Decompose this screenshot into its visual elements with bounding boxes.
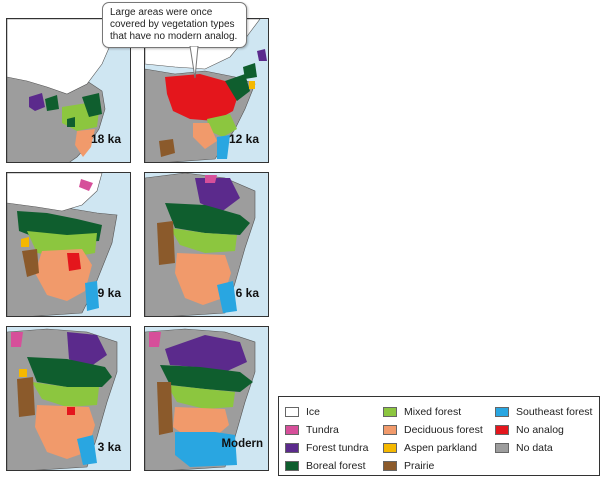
no-analog-callout: Large areas were once covered by vegetat… [102, 2, 247, 48]
legend-swatch-tundra [285, 425, 299, 435]
legend-item-ice: Ice [285, 405, 320, 419]
legend-label-ice: Ice [306, 406, 321, 418]
legend-item-prairie: Prairie [383, 459, 434, 473]
map-panel-3ka: 3 ka [6, 326, 131, 471]
callout-pointer [189, 46, 199, 79]
legend-item-deciduous-forest: Deciduous forest [383, 423, 483, 437]
map-18ka-graphic [7, 19, 130, 162]
panel-label-9ka: 9 ka [97, 286, 121, 300]
legend-item-aspen-parkland: Aspen parkland [383, 441, 477, 455]
map-panel-6ka: 6 ka [144, 172, 269, 317]
legend-label-aspen-parkland: Aspen parkland [404, 442, 477, 454]
panel-label-modern: Modern [221, 438, 263, 450]
legend-item-no-analog: No analog [495, 423, 564, 437]
legend-swatch-ice [285, 407, 299, 417]
legend: Ice Tundra Forest tundra Boreal forest M… [278, 396, 600, 476]
legend-item-mixed-forest: Mixed forest [383, 405, 461, 419]
legend-label-no-data: No data [516, 442, 553, 454]
panel-label-12ka: 12 ka [228, 132, 259, 146]
legend-label-boreal-forest: Boreal forest [306, 460, 366, 472]
legend-label-mixed-forest: Mixed forest [404, 406, 462, 418]
legend-swatch-mixed-forest [383, 407, 397, 417]
legend-item-forest-tundra: Forest tundra [285, 441, 368, 455]
panel-label-3ka: 3 ka [97, 440, 121, 454]
legend-item-boreal-forest: Boreal forest [285, 459, 366, 473]
legend-swatch-boreal-forest [285, 461, 299, 471]
legend-item-tundra: Tundra [285, 423, 339, 437]
panel-label-18ka: 18 ka [90, 132, 121, 146]
map-9ka-graphic [7, 173, 130, 316]
map-3ka-graphic [7, 327, 130, 470]
map-6ka-graphic [145, 173, 268, 316]
map-panel-12ka: 12 ka [144, 18, 269, 163]
map-12ka-graphic [145, 19, 268, 162]
map-panel-modern: Modern [144, 326, 269, 471]
legend-swatch-no-analog [495, 425, 509, 435]
legend-swatch-no-data [495, 443, 509, 453]
legend-label-tundra: Tundra [306, 424, 339, 436]
legend-swatch-prairie [383, 461, 397, 471]
legend-label-forest-tundra: Forest tundra [306, 442, 369, 454]
legend-item-southeast-forest: Southeast forest [495, 405, 592, 419]
legend-item-no-data: No data [495, 441, 553, 455]
map-modern-graphic [145, 327, 268, 470]
legend-label-deciduous-forest: Deciduous forest [404, 424, 483, 436]
legend-label-southeast-forest: Southeast forest [516, 406, 593, 418]
legend-swatch-southeast-forest [495, 407, 509, 417]
legend-label-no-analog: No analog [516, 424, 564, 436]
panel-label-6ka: 6 ka [235, 286, 259, 300]
legend-swatch-deciduous-forest [383, 425, 397, 435]
legend-swatch-forest-tundra [285, 443, 299, 453]
map-panel-9ka: 9 ka [6, 172, 131, 317]
legend-swatch-aspen-parkland [383, 443, 397, 453]
legend-label-prairie: Prairie [404, 460, 435, 472]
